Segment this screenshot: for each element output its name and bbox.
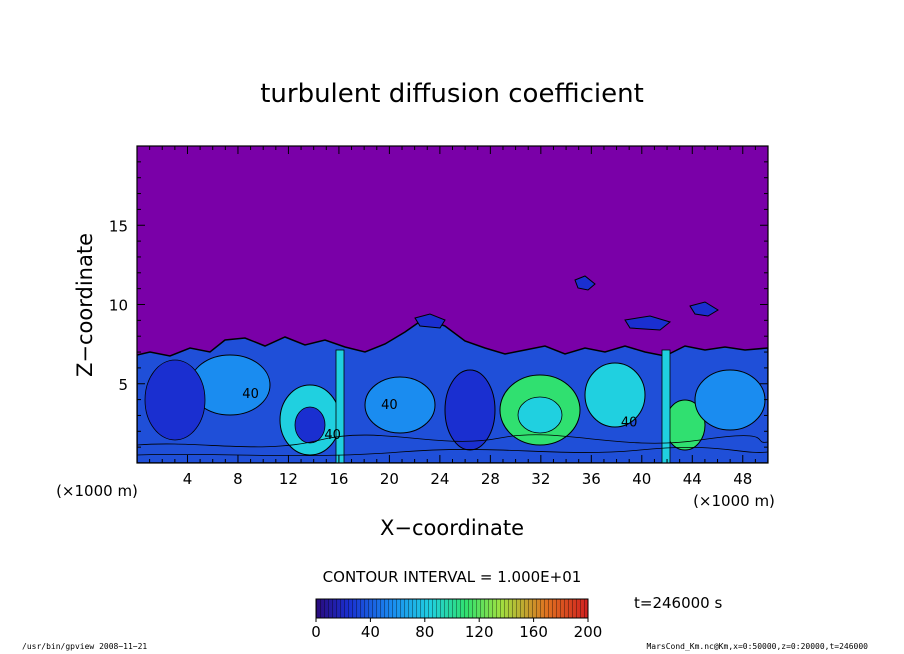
- eddy: [144, 359, 206, 441]
- x-tick-label: 8: [233, 470, 243, 488]
- y-axis: 5 10 15: [109, 161, 768, 448]
- footer-right: MarsCond_Km.nc@Km,x=0:50000,z=0:20000,t=…: [646, 642, 868, 651]
- colorbar-tick-label: 120: [465, 623, 494, 641]
- y-tick-label: 15: [109, 217, 128, 235]
- contour-label: 40: [381, 398, 398, 413]
- y-tick-label: 5: [118, 376, 128, 394]
- y-tick-label: 10: [109, 297, 128, 315]
- colorbar-tick-label: 80: [415, 623, 434, 641]
- eddy: [584, 362, 646, 428]
- x-tick-label: 32: [531, 470, 550, 488]
- chart-title: turbulent diffusion coefficient: [260, 79, 644, 109]
- plume: [661, 349, 671, 463]
- footer-left: /usr/bin/gpview 2008−11−21: [22, 642, 148, 651]
- colorbar-tick-label: 200: [574, 623, 603, 641]
- eddy: [294, 406, 326, 444]
- x-tick-label: 28: [481, 470, 500, 488]
- x-tick-label: 20: [380, 470, 399, 488]
- x-axis: 4 8 12 16 20 24 28 32 36 40 44 48: [149, 146, 756, 488]
- cloud-blob: [414, 313, 446, 329]
- x-tick-label: 36: [582, 470, 601, 488]
- plume: [335, 349, 345, 463]
- eddy: [364, 376, 436, 434]
- x-axis-unit: (×1000 m): [693, 492, 775, 510]
- colorbar-stripes: [316, 599, 588, 618]
- colorbar-ticks: 0 40 80 120 160 200: [311, 618, 602, 641]
- contour-label: 40: [621, 416, 638, 431]
- y-axis-unit: (×1000 m): [56, 482, 138, 500]
- colorbar-frame: [315, 598, 589, 619]
- cloud-blob: [624, 315, 672, 331]
- colorbar-tick-label: 0: [311, 623, 321, 641]
- turbulent-layer: [137, 275, 768, 463]
- eddy: [694, 369, 766, 431]
- x-axis-label: X−coordinate: [380, 516, 524, 540]
- x-tick-label: 24: [430, 470, 449, 488]
- contour-interval: CONTOUR INTERVAL = 1.000E+01: [323, 568, 582, 586]
- eddy: [444, 369, 496, 451]
- contour-lines: [137, 434, 768, 457]
- x-tick-label: 44: [683, 470, 702, 488]
- time-label: t=246000 s: [634, 594, 722, 612]
- eddy: [517, 396, 563, 434]
- x-tick-label: 40: [632, 470, 651, 488]
- colorbar-tick-label: 40: [361, 623, 380, 641]
- cloud-blob: [574, 275, 596, 291]
- x-tick-label: 4: [183, 470, 193, 488]
- colorbar-tick-label: 160: [519, 623, 548, 641]
- cloud-blob: [689, 301, 719, 317]
- contour-label: 40: [324, 428, 341, 443]
- x-tick-label: 48: [733, 470, 752, 488]
- x-tick-label: 12: [279, 470, 298, 488]
- contour-labels: 40 40 40 40: [242, 387, 637, 443]
- contour-label: 40: [242, 387, 259, 402]
- x-tick-label: 16: [329, 470, 348, 488]
- colorbar: 0 40 80 120 160 200: [311, 598, 602, 641]
- y-axis-label: Z−coordinate: [73, 233, 97, 377]
